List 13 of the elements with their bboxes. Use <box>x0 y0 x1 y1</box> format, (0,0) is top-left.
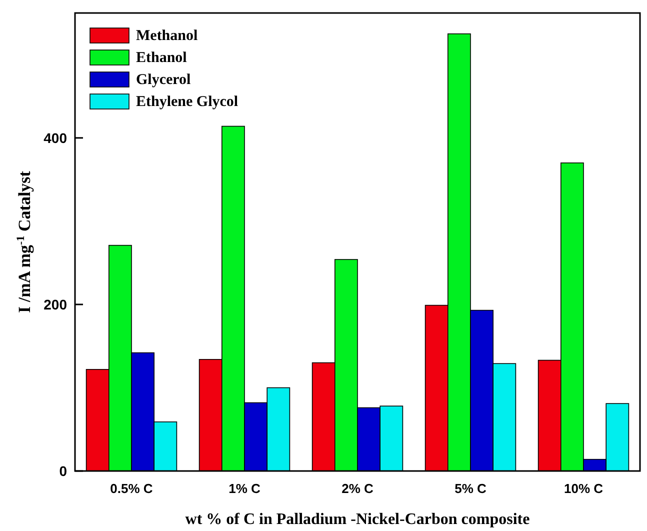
legend-label: Ethylene Glycol <box>136 94 238 110</box>
y-tick-label: 400 <box>44 130 68 146</box>
x-axis-title: wt % of C in Palladium -Nickel-Carbon composite <box>185 511 530 528</box>
x-tick-label: 5% C <box>454 481 487 496</box>
legend-label: Methanol <box>136 28 198 44</box>
y-tick-label: 0 <box>59 462 68 479</box>
y-tick-label: 200 <box>44 296 68 312</box>
legend-label: Glycerol <box>136 72 191 88</box>
x-tick-label: 2% C <box>342 481 374 496</box>
x-tick-label: 0.5% C <box>110 481 154 496</box>
x-tick-label: 10% C <box>564 481 604 496</box>
x-tick-label: 1% C <box>228 481 261 496</box>
legend-label: Ethanol <box>136 50 187 66</box>
